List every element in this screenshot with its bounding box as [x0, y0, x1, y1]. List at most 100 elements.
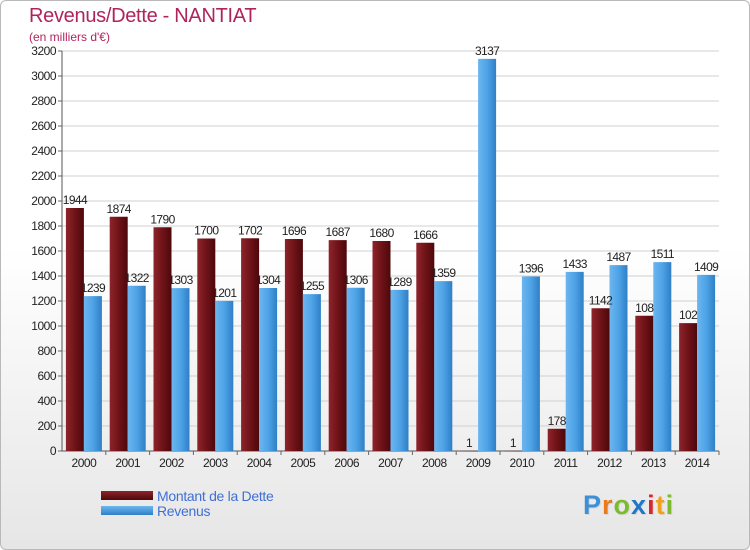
bar-revenus: [259, 288, 278, 451]
bar-revenus: [609, 265, 628, 451]
data-label: 1874: [107, 202, 132, 216]
bar-dette: [416, 242, 435, 451]
bar-dette: [109, 216, 128, 451]
bar-revenus: [653, 262, 672, 451]
bar-dette: [284, 239, 303, 451]
bar-dette: [372, 241, 391, 451]
bar-dette: [460, 450, 479, 452]
bar-revenus: [215, 300, 234, 451]
data-label: 1700: [194, 224, 219, 238]
bar-dette: [197, 238, 216, 451]
x-tick-label: 2013: [641, 456, 667, 470]
y-tick-label: 1800: [31, 219, 57, 233]
bar-dette: [591, 308, 610, 451]
legend-item-dette: Montant de la Dette: [101, 487, 274, 504]
data-label: 1433: [563, 257, 588, 271]
data-label: 1: [466, 436, 473, 450]
data-label: 3137: [475, 44, 500, 58]
bar-revenus: [346, 287, 365, 451]
x-tick-label: 2008: [422, 456, 448, 470]
data-label: 1304: [256, 273, 281, 287]
bar-revenus: [127, 285, 146, 451]
bar-dette: [503, 450, 522, 452]
y-tick-label: 2800: [31, 94, 57, 108]
logo-letter: r: [602, 490, 614, 520]
x-tick-label: 2005: [291, 456, 317, 470]
y-tick-label: 2400: [31, 144, 57, 158]
y-tick-label: 2200: [31, 169, 57, 183]
x-tick-label: 2014: [685, 456, 711, 470]
data-label: 1680: [369, 226, 394, 240]
data-label: 1: [510, 436, 517, 450]
x-tick-label: 2000: [72, 456, 98, 470]
logo-letter: i: [665, 490, 675, 520]
logo-letter: P: [583, 490, 603, 520]
logo-letter: o: [613, 490, 632, 520]
legend-label-dette: Montant de la Dette: [157, 487, 274, 504]
x-tick-label: 2011: [554, 456, 579, 470]
bar-dette: [328, 240, 347, 451]
data-label: 1687: [326, 225, 351, 239]
logo-letter: x: [631, 490, 648, 520]
chart-legend: Montant de la Dette Revenus: [101, 487, 274, 519]
y-tick-label: 2000: [31, 194, 57, 208]
x-tick-label: 2010: [510, 456, 536, 470]
data-label: 1790: [150, 212, 175, 226]
bar-revenus: [521, 276, 540, 451]
x-tick-label: 2004: [247, 456, 273, 470]
data-label: 1255: [300, 279, 325, 293]
x-tick-label: 2006: [334, 456, 360, 470]
bar-dette: [65, 208, 84, 451]
legend-swatch-dette: [101, 491, 153, 500]
bar-dette: [679, 323, 698, 451]
data-label: 1666: [413, 228, 438, 242]
logo-letter: i: [647, 490, 656, 520]
bar-revenus: [171, 288, 190, 451]
y-tick-label: 1200: [31, 294, 57, 308]
bar-revenus: [302, 294, 321, 451]
bar-revenus: [83, 296, 102, 451]
data-label: 1201: [212, 286, 237, 300]
bar-dette: [547, 428, 566, 451]
x-tick-label: 2002: [159, 456, 185, 470]
data-label: 1944: [63, 193, 88, 207]
data-label: 1239: [81, 281, 106, 295]
data-label: 1359: [431, 266, 456, 280]
y-tick-label: 200: [37, 419, 56, 433]
x-tick-label: 2012: [597, 456, 623, 470]
legend-swatch-revenus: [101, 506, 153, 515]
bar-dette: [241, 238, 260, 451]
data-label: 102: [679, 308, 698, 322]
bar-revenus: [697, 274, 716, 451]
logo-letter: t: [655, 490, 666, 520]
data-label: 1142: [589, 293, 613, 307]
bar-revenus: [390, 289, 409, 451]
bar-dette: [153, 227, 172, 451]
y-tick-label: 1000: [31, 319, 57, 333]
bar-revenus: [478, 58, 497, 451]
x-tick-label: 2009: [466, 456, 492, 470]
data-label: 1487: [606, 250, 631, 264]
data-label: 1396: [519, 262, 544, 276]
data-label: 1696: [282, 224, 307, 238]
x-tick-label: 2003: [203, 456, 229, 470]
data-label: 1303: [168, 273, 193, 287]
chart-subtitle: (en milliers d'€): [29, 30, 110, 44]
y-tick-label: 400: [37, 394, 56, 408]
y-tick-label: 600: [37, 369, 56, 383]
chart-title: Revenus/Dette - NANTIAT: [29, 5, 257, 27]
y-tick-label: 3200: [31, 44, 57, 58]
data-label: 1511: [651, 247, 675, 261]
data-label: 1409: [694, 260, 719, 274]
y-tick-label: 1600: [31, 244, 57, 258]
data-label: 178: [548, 414, 567, 428]
y-tick-label: 3000: [31, 69, 57, 83]
y-tick-label: 0: [50, 444, 57, 458]
data-label: 1289: [387, 275, 412, 289]
legend-item-revenus: Revenus: [101, 502, 274, 519]
legend-label-revenus: Revenus: [157, 502, 211, 519]
bar-dette: [635, 315, 654, 451]
bar-revenus: [434, 281, 453, 451]
